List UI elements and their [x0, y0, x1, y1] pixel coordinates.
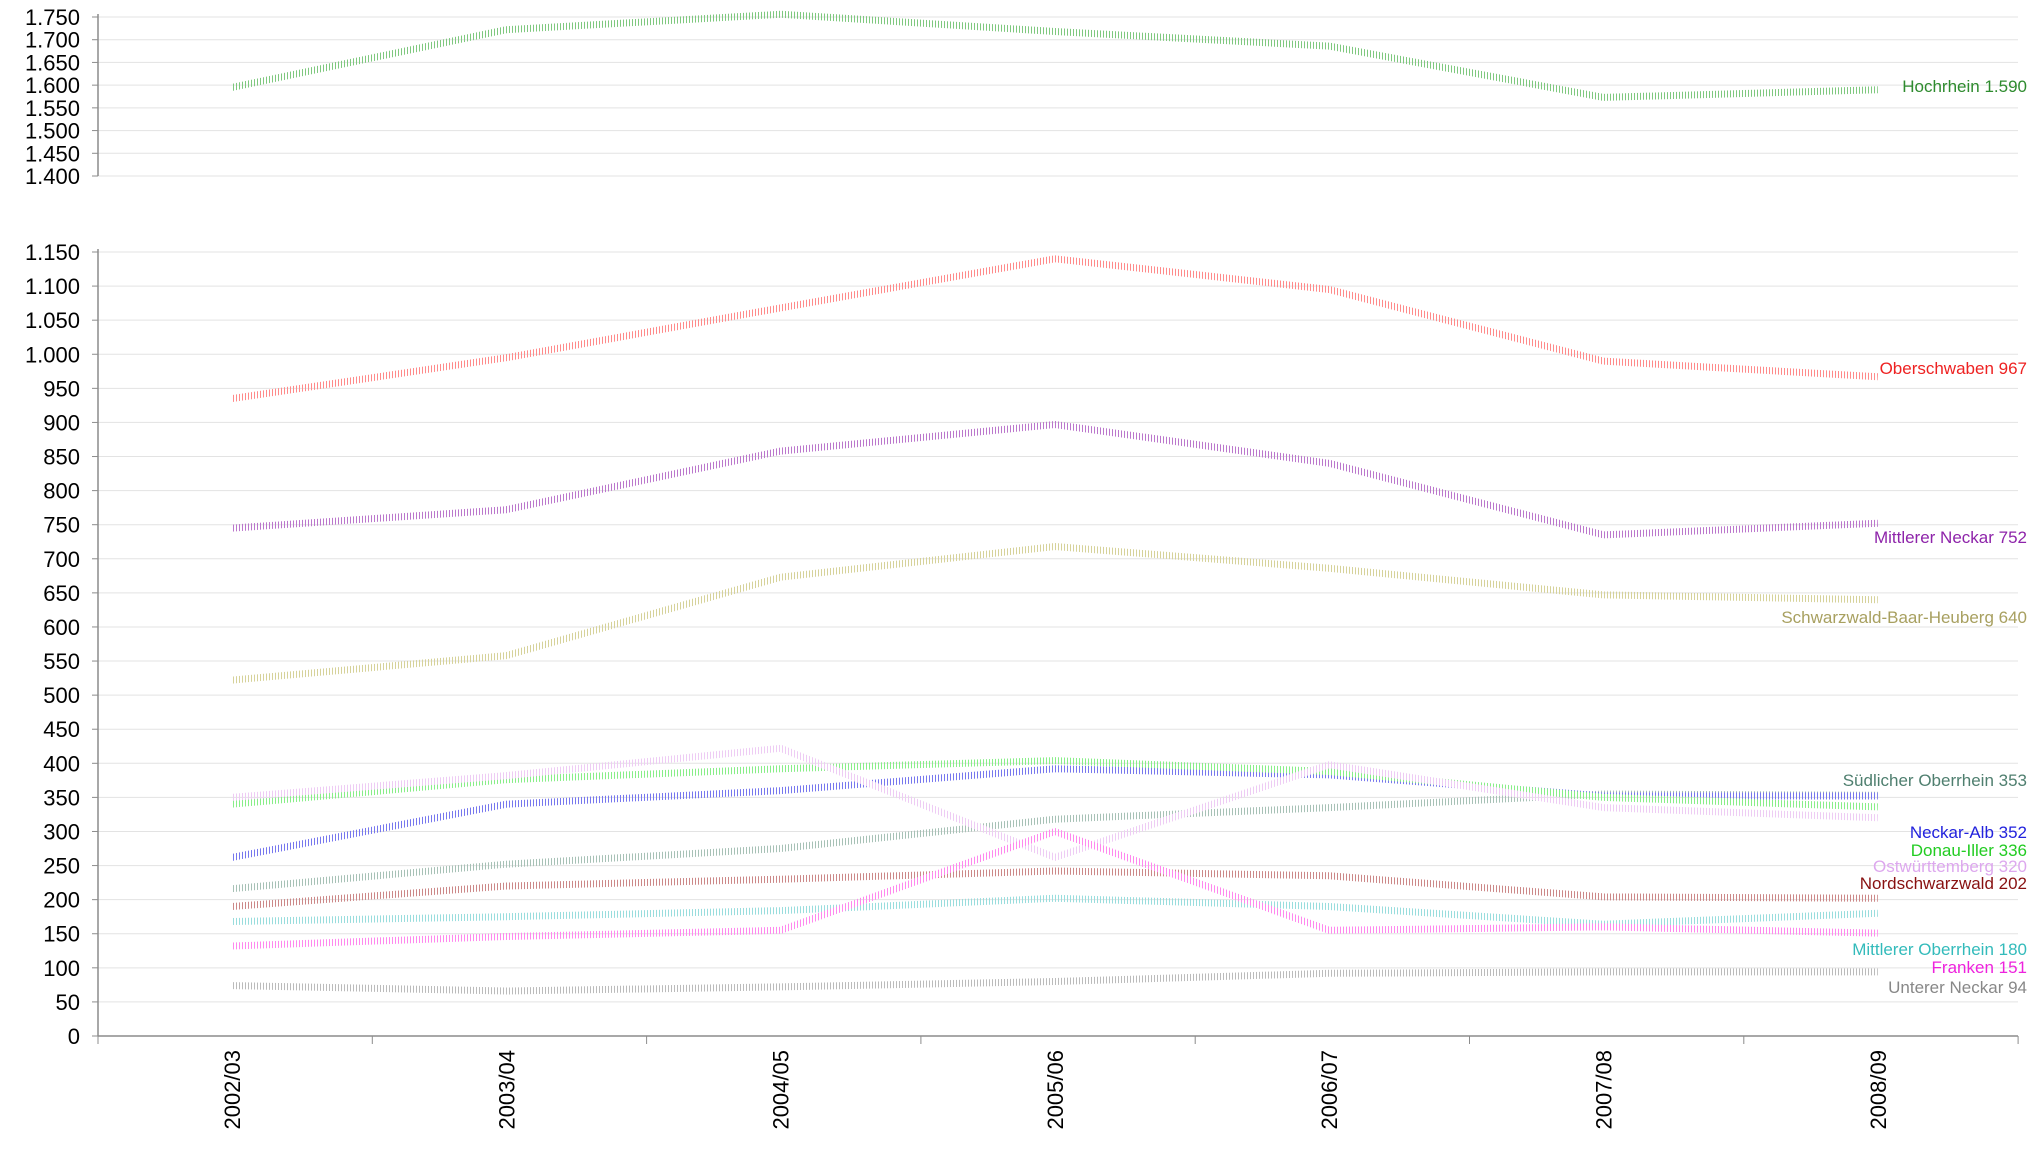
lower-y-tick-label: 250: [43, 854, 80, 879]
lower-y-tick-label: 800: [43, 479, 80, 504]
lower-y-tick-label: 1.100: [25, 274, 80, 299]
lower-y-tick-label: 500: [43, 683, 80, 708]
lower-y-tick-label: 700: [43, 547, 80, 572]
series-label-donau-iller: Donau-Iller 336: [1911, 841, 2027, 860]
lower-y-tick-label: 300: [43, 819, 80, 844]
upper-y-tick-label: 1.450: [25, 141, 80, 166]
series-line-schwarzwald-baar-heuberg: [231, 543, 1878, 684]
upper-gridlines: [92, 16, 2018, 177]
series-lines: [231, 10, 1879, 995]
x-tick-labels: 2002/03 2003/04 2004/05 2005/06 2006/07 2007/…: [220, 1050, 1891, 1130]
lower-y-tick-label: 100: [43, 956, 80, 981]
series-line-unterer-neckar: [231, 968, 1878, 995]
series-labels: Hochrhein 1.590 Oberschwaben 967 Mittlerer…: [1781, 77, 2027, 997]
series-line-mittlerer-neckar: [231, 421, 1878, 539]
series-label-nordschwarzwald: Nordschwarzwald 202: [1860, 874, 2027, 893]
lower-y-tick-label: 850: [43, 445, 80, 470]
lower-y-tick-label: 1.150: [25, 240, 80, 265]
lower-y-tick-label: 650: [43, 581, 80, 606]
lower-panel: 0 50 100 150 200 250 300 350 400 450 500 550 600 650 7…: [25, 240, 2018, 1049]
lower-y-tick-label: 50: [56, 990, 80, 1015]
upper-y-tick-label: 1.400: [25, 164, 80, 189]
axes: [97, 14, 2019, 1044]
series-label-mittlerer-oberrhein: Mittlerer Oberrhein 180: [1852, 940, 2027, 959]
series-line-nordschwarzwald: [231, 867, 1878, 910]
upper-y-tick-label: 1.600: [25, 73, 80, 98]
upper-y-tick-label: 1.750: [25, 5, 80, 30]
series-line-mittlerer-oberrhein: [231, 894, 1878, 928]
lower-y-tick-label: 1.000: [25, 342, 80, 367]
series-line-ostw-rttemberg: [231, 744, 1878, 861]
series-label-mittlerer-neckar: Mittlerer Neckar 752: [1874, 528, 2027, 547]
x-tick-label: 2002/03: [220, 1050, 245, 1130]
upper-y-tick-label: 1.650: [25, 50, 80, 75]
x-tick-label: 2006/07: [1317, 1050, 1342, 1130]
series-label-oberschwaben: Oberschwaben 967: [1880, 359, 2027, 378]
lower-y-tick-label: 950: [43, 376, 80, 401]
lower-y-tick-label: 400: [43, 751, 80, 776]
lower-y-tick-label: 200: [43, 888, 80, 913]
lower-y-tick-label: 1.050: [25, 308, 80, 333]
x-tick-label: 2004/05: [769, 1050, 794, 1130]
lower-y-tick-label: 550: [43, 649, 80, 674]
series-label-unterer-neckar: Unterer Neckar 94: [1888, 978, 2027, 997]
lower-y-tick-label: 450: [43, 717, 80, 742]
lower-y-tick-label: 900: [43, 410, 80, 435]
series-label-schwarzwald-baar-heuberg: Schwarzwald-Baar-Heuberg 640: [1781, 608, 2027, 627]
lower-y-tick-label: 600: [43, 615, 80, 640]
series-label-s-dlicher-oberrhein: Südlicher Oberrhein 353: [1843, 771, 2027, 790]
series-label-neckar-alb: Neckar-Alb 352: [1910, 823, 2027, 842]
lower-y-tick-label: 150: [43, 922, 80, 947]
series-line-franken: [231, 828, 1878, 950]
lower-y-tick-label: 350: [43, 785, 80, 810]
series-label-ostw-rttemberg: Ostwürttemberg 320: [1873, 857, 2027, 876]
series-label-hochrhein: Hochrhein 1.590: [1902, 77, 2027, 96]
x-tick-label: 2007/08: [1592, 1050, 1617, 1130]
x-tick-label: 2003/04: [494, 1050, 519, 1130]
series-label-franken: Franken 151: [1932, 958, 2027, 977]
series-line-oberschwaben: [231, 255, 1879, 403]
upper-y-tick-label: 1.700: [25, 28, 80, 53]
x-tick-label: 2005/06: [1043, 1050, 1068, 1130]
lower-y-tick-label: 750: [43, 513, 80, 538]
lower-y-tick-labels: 0 50 100 150 200 250 300 350 400 450 500 550 600 650 7…: [25, 240, 80, 1049]
upper-y-tick-label: 1.500: [25, 119, 80, 144]
upper-y-tick-label: 1.550: [25, 96, 80, 121]
x-tick-label: 2008/09: [1866, 1050, 1891, 1130]
lower-y-tick-label: 0: [68, 1024, 80, 1049]
